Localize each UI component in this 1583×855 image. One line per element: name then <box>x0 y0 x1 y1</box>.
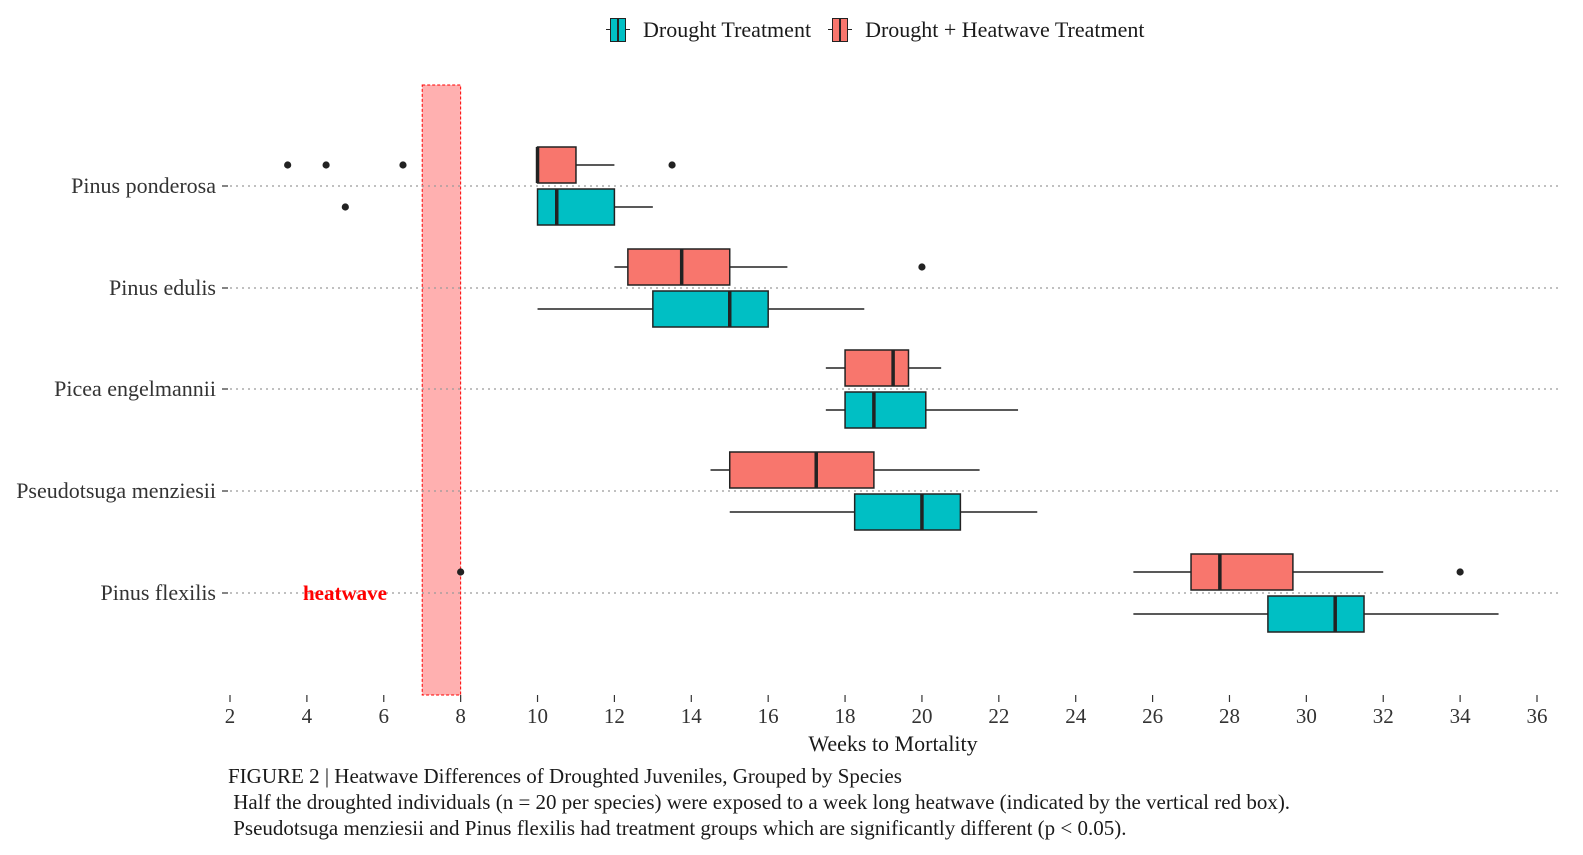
iqr-box-drought-pinus-flexilis <box>1267 595 1365 633</box>
box-drought-pseudotsuga-menziesii <box>729 493 1038 531</box>
x-tick-label-14: 14 <box>681 704 703 728</box>
caption-title: FIGURE 2 | Heatwave Differences of Droug… <box>228 764 902 788</box>
outlier-drought-pinus-ponderosa-0 <box>341 203 349 211</box>
legend-label-drought: Drought Treatment <box>643 17 812 42</box>
outlier-heatwave-pinus-ponderosa-1 <box>322 161 330 169</box>
x-tick-label-16: 16 <box>758 704 779 728</box>
heatwave-band <box>421 84 462 696</box>
x-tick-label-30: 30 <box>1296 704 1317 728</box>
x-tick-label-32: 32 <box>1373 704 1394 728</box>
box-drought-pinus-edulis <box>537 290 865 328</box>
y-tick-label-pinus-edulis: Pinus edulis <box>109 275 216 300</box>
figure-caption: FIGURE 2 | Heatwave Differences of Droug… <box>228 763 1290 841</box>
x-tick-label-20: 20 <box>911 704 932 728</box>
outlier-heatwave-pinus-ponderosa-0 <box>284 161 292 169</box>
x-tick-label-18: 18 <box>835 704 856 728</box>
x-tick-label-22: 22 <box>988 704 1009 728</box>
x-tick-label-28: 28 <box>1219 704 1240 728</box>
x-tick-label-8: 8 <box>455 704 466 728</box>
outlier-heatwave-pinus-ponderosa-3 <box>668 161 676 169</box>
outlier-heatwave-pinus-flexilis-1 <box>1456 568 1464 576</box>
box-heatwave-pinus-ponderosa <box>284 146 676 184</box>
legend-item-heatwave: Drought + Heatwave Treatment <box>825 12 1144 48</box>
x-tick-label-36: 36 <box>1527 704 1548 728</box>
legend-label-heatwave: Drought + Heatwave Treatment <box>865 17 1145 42</box>
box-heatwave-pseudotsuga-menziesii <box>710 451 980 489</box>
iqr-box-heatwave-pinus-edulis <box>627 248 731 286</box>
y-tick-label-pinus-flexilis: Pinus flexilis <box>100 580 216 605</box>
outlier-heatwave-pinus-flexilis-0 <box>457 568 465 576</box>
iqr-box-heatwave-pseudotsuga-menziesii <box>728 451 875 489</box>
y-tick-label-pinus-ponderosa: Pinus ponderosa <box>71 173 216 198</box>
iqr-box-heatwave-pinus-ponderosa <box>536 146 577 184</box>
heatwave-annotation: heatwave <box>303 581 387 605</box>
x-tick-label-6: 6 <box>379 704 390 728</box>
box-heatwave-pinus-flexilis <box>457 553 1464 591</box>
legend-key-drought <box>603 12 633 48</box>
box-heatwave-picea-engelmannii <box>825 349 942 387</box>
x-tick-label-2: 2 <box>225 704 236 728</box>
legend-key-heatwave <box>825 12 855 48</box>
iqr-box-heatwave-picea-engelmannii <box>844 349 910 387</box>
x-tick-label-4: 4 <box>302 704 313 728</box>
caption-line-1: Half the droughted individuals (n = 20 p… <box>228 790 1291 814</box>
box-drought-pinus-ponderosa <box>341 188 653 226</box>
outlier-heatwave-pinus-ponderosa-2 <box>399 161 407 169</box>
x-tick-label-24: 24 <box>1065 704 1087 728</box>
y-tick-label-pseudotsuga-menziesii: Pseudotsuga menziesii <box>16 478 216 503</box>
box-heatwave-pinus-edulis <box>614 248 926 286</box>
box-drought-picea-engelmannii <box>825 391 1019 429</box>
caption-line-2: Pseudotsuga menziesii and Pinus flexilis… <box>228 816 1127 840</box>
x-tick-label-34: 34 <box>1450 704 1472 728</box>
box-drought-pinus-flexilis <box>1133 595 1499 633</box>
boxplot-chart: Pinus ponderosa Pinus edulis Picea engelma… <box>16 84 1560 756</box>
legend-item-drought: Drought Treatment <box>603 12 811 48</box>
iqr-box-drought-picea-engelmannii <box>844 391 927 429</box>
iqr-box-heatwave-pinus-flexilis <box>1190 553 1294 591</box>
x-tick-label-10: 10 <box>527 704 548 728</box>
legend: Drought Treatment Drought + Heatwave Tre… <box>603 12 1158 48</box>
outlier-heatwave-pinus-edulis-0 <box>918 263 926 271</box>
iqr-box-drought-pinus-ponderosa <box>536 188 616 226</box>
x-axis-title: Weeks to Mortality <box>808 731 977 756</box>
x-tick-label-12: 12 <box>604 704 625 728</box>
x-tick-label-26: 26 <box>1142 704 1163 728</box>
iqr-box-drought-pinus-edulis <box>652 290 769 328</box>
y-tick-label-picea-engelmannii: Picea engelmannii <box>54 376 216 401</box>
iqr-box-drought-pseudotsuga-menziesii <box>853 493 962 531</box>
